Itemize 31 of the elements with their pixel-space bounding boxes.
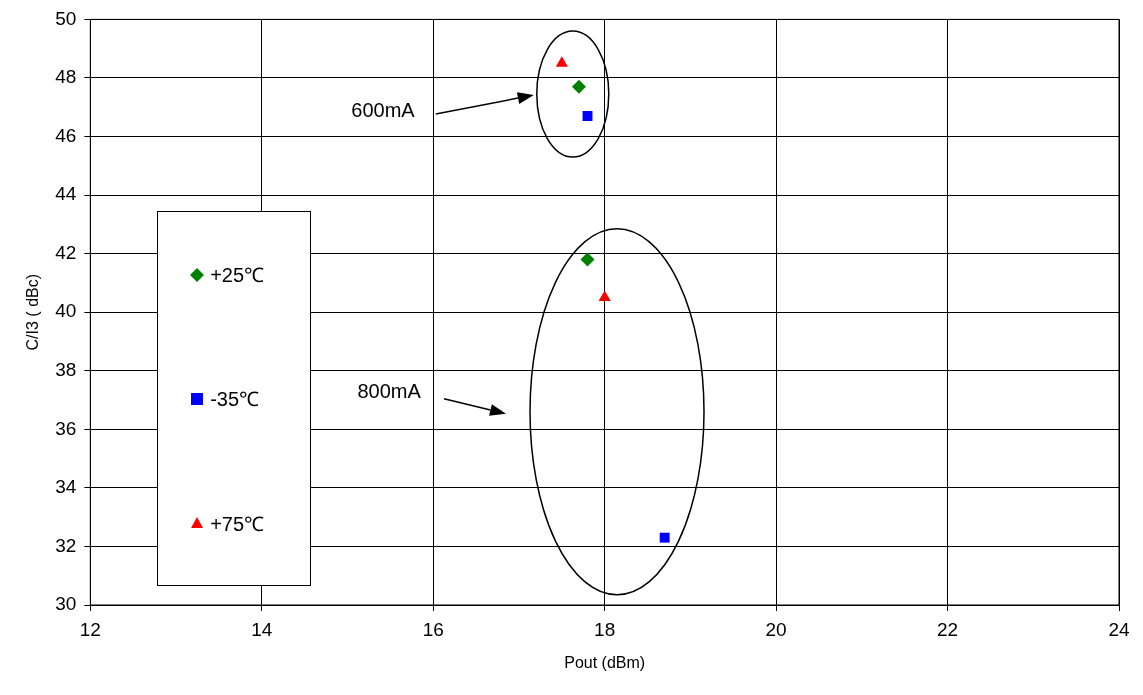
y-tick-label: 40 xyxy=(55,300,77,322)
y-tick-label: 50 xyxy=(55,7,77,29)
point xyxy=(659,532,670,543)
y-tick-label: 32 xyxy=(55,534,77,556)
annotation: 600mA xyxy=(351,98,415,122)
y-axis-title: C/I3 ( dBc) xyxy=(24,273,42,351)
y-tick-label: 48 xyxy=(55,66,77,88)
x-tick-label: 14 xyxy=(251,618,273,640)
x-tick-label: 16 xyxy=(422,618,444,640)
x-tick-label: 18 xyxy=(594,618,616,640)
y-tick-label: 36 xyxy=(55,417,77,439)
x-tick-label: 24 xyxy=(1108,618,1130,640)
y-tick-label: 46 xyxy=(55,124,77,146)
point xyxy=(580,252,595,267)
y-tick-label: 38 xyxy=(55,358,77,380)
point xyxy=(571,79,586,94)
point xyxy=(598,290,611,302)
y-tick-label: 34 xyxy=(55,476,77,498)
x-tick-label: 12 xyxy=(79,618,101,640)
legend-label: +75℃ xyxy=(210,511,265,537)
y-tick-label: 42 xyxy=(55,241,77,263)
legend-label: +25℃ xyxy=(210,263,265,289)
annotation: 800mA xyxy=(357,380,421,404)
point xyxy=(555,56,568,67)
x-tick-label: 22 xyxy=(936,618,959,640)
legend-label: -35℃ xyxy=(210,387,260,413)
y-tick-label: 30 xyxy=(55,593,77,615)
y-tick-label: 44 xyxy=(55,183,77,205)
x-tick-label: 20 xyxy=(765,618,787,640)
x-axis-title: Pout (dBm) xyxy=(564,653,646,671)
point xyxy=(582,111,593,121)
